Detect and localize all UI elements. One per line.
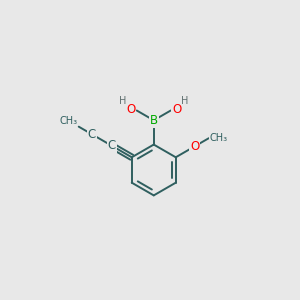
Text: CH₃: CH₃	[210, 133, 228, 143]
Text: C: C	[88, 128, 96, 141]
Text: O: O	[172, 103, 181, 116]
Text: CH₃: CH₃	[59, 116, 78, 125]
Text: O: O	[190, 140, 200, 153]
Text: B: B	[150, 114, 158, 127]
Text: C: C	[108, 139, 116, 152]
Text: H: H	[182, 96, 189, 106]
Text: H: H	[119, 96, 126, 106]
Text: O: O	[126, 103, 136, 116]
